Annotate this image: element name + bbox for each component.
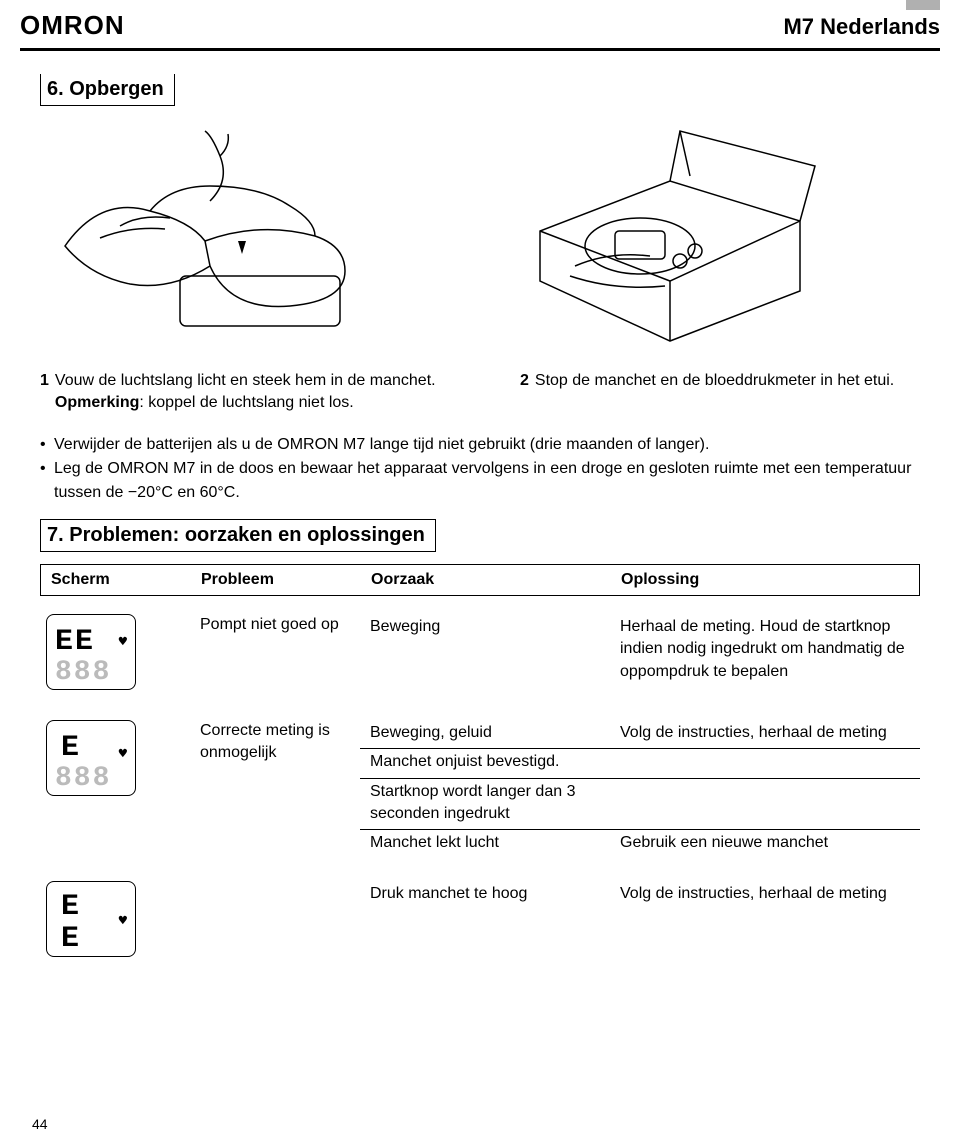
heart-icon: ♥ (119, 745, 127, 765)
cell-cause-solution: Beweging, geluid Volg de instructies, he… (360, 720, 920, 859)
illustration-row (60, 116, 920, 356)
step-1: 1 Vouw de luchtslang licht en steek hem … (40, 370, 480, 415)
language-label: Nederlands (820, 14, 940, 39)
cell-solution: Volg de instructies, herhaal de meting (610, 883, 920, 905)
header-rule (20, 48, 940, 51)
section-6-title: 6. Opbergen (47, 78, 164, 100)
lcd-icon: E ♥ 888 (46, 720, 136, 796)
section-7: 7. Problemen: oorzaken en oplossingen (40, 519, 920, 552)
step-1-number: 1 (40, 370, 49, 392)
cell-solution: Volg de instructies, herhaal de meting (610, 722, 920, 744)
cell-cause: Beweging (360, 616, 610, 683)
section-6-title-box: 6. Opbergen (40, 74, 175, 106)
th-oplossing: Oplossing (611, 565, 919, 595)
th-oorzaak: Oorzaak (361, 565, 611, 595)
cell-solution: Gebruik een nieuwe manchet (610, 832, 920, 854)
cell-solution (610, 751, 920, 773)
cell-cause: Beweging, geluid (360, 722, 610, 744)
cell-problem: Pompt niet goed op (190, 614, 360, 690)
cell-problem: Correcte meting is onmogelijk (190, 720, 360, 859)
cell-solution: Herhaal de meting. Houd de startknop ind… (610, 616, 920, 683)
page-header: OMRON M7 Nederlands (0, 0, 960, 56)
page-number: 44 (32, 1116, 48, 1132)
troubleshoot-table-header: Scherm Probleem Oorzaak Oplossing (40, 564, 920, 596)
section-7-title: 7. Problemen: oorzaken en oplossingen (47, 524, 425, 546)
table-row: EE ♥ 888 Pompt niet goed op Beweging Her… (40, 614, 920, 690)
illustration-storage-case (480, 121, 830, 351)
lcd-bottom-text: 888 (55, 653, 111, 692)
table-row: E E ♥ Druk manchet te hoog Volg de instr… (40, 881, 920, 957)
th-scherm: Scherm (41, 565, 191, 595)
cell-screen: E E ♥ (40, 881, 190, 957)
lcd-top2-text: E (61, 918, 81, 960)
bullet-item: Verwijder de batterijen als u de OMRON M… (40, 433, 920, 457)
step-row: 1 Vouw de luchtslang licht en steek hem … (40, 370, 920, 415)
step-2: 2 Stop de manchet en de bloeddrukmeter i… (520, 370, 894, 415)
step-1-text: Vouw de luchtslang licht en steek hem in… (55, 372, 436, 389)
lcd-icon: EE ♥ 888 (46, 614, 136, 690)
section-7-title-box: 7. Problemen: oorzaken en oplossingen (40, 519, 436, 552)
cell-screen: E ♥ 888 (40, 720, 190, 859)
cell-solution (610, 781, 920, 826)
model-label: M7 (783, 14, 814, 39)
lcd-bottom-text: 888 (55, 759, 111, 798)
bullet-item: Leg de OMRON M7 in de doos en bewaar het… (40, 457, 920, 505)
cell-cause: Startknop wordt langer dan 3 seconden in… (360, 781, 610, 826)
lcd-icon: E E ♥ (46, 881, 136, 957)
th-probleem: Probleem (191, 565, 361, 595)
table-head-row: Scherm Probleem Oorzaak Oplossing (41, 565, 919, 595)
step-2-text: Stop de manchet en de bloeddrukmeter in … (535, 370, 894, 392)
page-tab-marker (906, 0, 940, 10)
cell-cause-solution: Druk manchet te hoog Volg de instructies… (360, 881, 920, 957)
cell-cause: Druk manchet te hoog (360, 883, 610, 905)
cell-cause-solution: Beweging Herhaal de meting. Houd de star… (360, 614, 920, 690)
storage-bullets: Verwijder de batterijen als u de OMRON M… (40, 433, 920, 505)
header-model-lang: M7 Nederlands (783, 14, 940, 40)
cell-screen: EE ♥ 888 (40, 614, 190, 690)
heart-icon: ♥ (119, 912, 127, 932)
step-2-number: 2 (520, 370, 529, 392)
step-1-note-text: : koppel de luchtslang niet los. (139, 394, 353, 411)
cell-problem (190, 881, 360, 957)
cell-cause: Manchet lekt lucht (360, 832, 610, 854)
step-1-note-label: Opmerking (55, 394, 139, 411)
brand-logo: OMRON (20, 10, 125, 41)
illustration-fold-cuff (60, 126, 370, 346)
table-row: E ♥ 888 Correcte meting is onmogelijk Be… (40, 720, 920, 859)
cell-cause: Manchet onjuist bevestigd. (360, 751, 610, 773)
heart-icon: ♥ (119, 633, 127, 653)
